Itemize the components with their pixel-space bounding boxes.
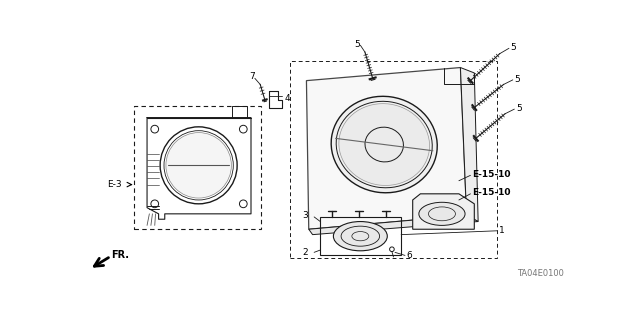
Polygon shape	[307, 68, 467, 229]
Text: 1: 1	[499, 226, 505, 235]
Text: FR.: FR.	[111, 250, 129, 260]
Text: 5: 5	[511, 43, 516, 52]
Text: 4: 4	[285, 94, 291, 103]
Ellipse shape	[419, 202, 465, 226]
Text: 7: 7	[250, 72, 255, 81]
Bar	[320, 217, 401, 256]
Text: E-15-10: E-15-10	[472, 188, 511, 197]
Text: TA04E0100: TA04E0100	[516, 269, 564, 278]
Text: E-15-10: E-15-10	[472, 170, 511, 179]
Ellipse shape	[339, 104, 429, 185]
Text: 6: 6	[406, 251, 412, 260]
Text: 5: 5	[354, 40, 360, 49]
Text: 5: 5	[516, 104, 522, 113]
Text: 5: 5	[515, 75, 520, 84]
Text: 2: 2	[302, 248, 308, 257]
Ellipse shape	[333, 221, 387, 251]
Polygon shape	[308, 215, 478, 235]
Bar	[289, 61, 497, 258]
Polygon shape	[460, 68, 478, 221]
Ellipse shape	[331, 96, 437, 193]
Ellipse shape	[166, 133, 232, 198]
Bar	[134, 106, 261, 229]
Polygon shape	[413, 194, 474, 229]
Text: 3: 3	[302, 211, 308, 220]
Text: E-3: E-3	[107, 180, 122, 189]
